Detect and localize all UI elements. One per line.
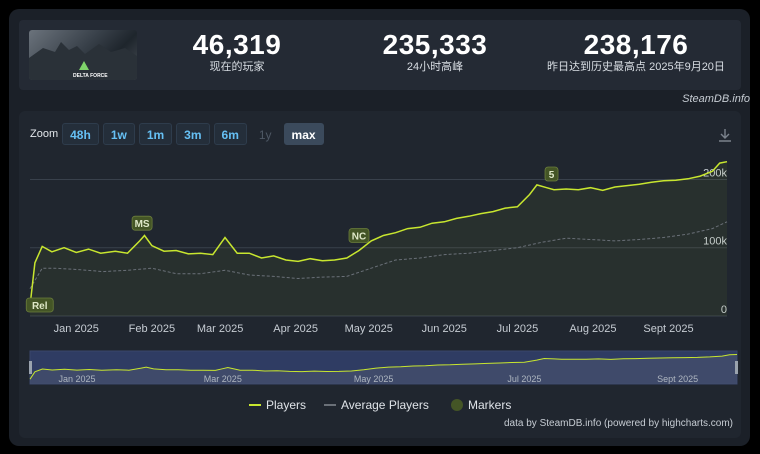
marker-badge [131, 215, 153, 231]
chart-legend: Players Average Players Markers [249, 398, 511, 412]
legend-label: Players [266, 398, 306, 412]
marker-label: 5 [549, 170, 555, 181]
average-players-series [29, 221, 728, 289]
legend-label: Average Players [341, 398, 429, 412]
navigator-tick-label: Jul 2025 [507, 374, 541, 384]
x-tick-label: Apr 2025 [273, 323, 318, 335]
navigator-tick-label: Mar 2025 [204, 374, 242, 384]
y-tick-label: 200k [703, 167, 727, 179]
navigator-area [30, 354, 737, 384]
chart-markers: Rel MS NC 5 [25, 166, 559, 313]
legend-item-average-players[interactable]: Average Players [324, 398, 429, 412]
delta-force-logo-icon [79, 61, 89, 70]
marker-label: Rel [32, 301, 48, 312]
stat-value: 238,176 [583, 29, 689, 60]
chart-panel: Zoom 48h 1w 1m 3m 6m 1y max 0 100k 200k Re… [19, 111, 741, 438]
stat-label: 现在的玩家 [209, 61, 265, 73]
marker-badge [348, 228, 370, 243]
navigator-line [29, 354, 738, 380]
navigator-tick-label: May 2025 [354, 374, 394, 384]
marker-nc[interactable]: NC [348, 228, 370, 243]
game-thumbnail-art: DELTA FORCE [29, 42, 137, 80]
marker-rel[interactable]: Rel [25, 297, 54, 313]
marker-label: NC [352, 231, 366, 242]
stat-value: 235,333 [382, 29, 488, 60]
steamdb-credit[interactable]: SteamDB.info [682, 93, 750, 105]
x-tick-label: Aug 2025 [569, 323, 616, 335]
stats-header: DELTA FORCE 46,319 现在的玩家 235,333 24小时高峰 … [19, 20, 741, 90]
x-tick-label: Jan 2025 [54, 323, 99, 335]
x-tick-label: Sept 2025 [643, 323, 693, 335]
zoom-max-button[interactable]: max [283, 123, 324, 145]
stat-label: 昨日达到历史最高点 2025年9月20日 [547, 61, 725, 73]
zoom-1w-button[interactable]: 1w [102, 123, 135, 145]
stat-label: 24小时高峰 [406, 61, 464, 73]
navigator-handle-right[interactable] [735, 361, 738, 374]
stat-24h-peak: 235,333 24小时高峰 [359, 30, 511, 74]
legend-swatch [451, 399, 463, 411]
x-tick-label: Jun 2025 [422, 323, 467, 335]
x-tick-label: May 2025 [345, 323, 393, 335]
navigator-tick-label: Sept 2025 [657, 374, 698, 384]
zoom-6m-button[interactable]: 6m [213, 123, 247, 145]
players-line [29, 160, 728, 306]
thumbnail-logo-text: DELTA FORCE [73, 73, 108, 79]
stat-current-players: 46,319 现在的玩家 [167, 30, 307, 74]
stat-value: 46,319 [192, 29, 282, 60]
x-axis-labels: Jan 2025 Feb 2025 Mar 2025 Apr 2025 May 2025… [54, 323, 694, 335]
game-thumbnail: DELTA FORCE [29, 30, 137, 80]
marker-badge [544, 166, 559, 182]
zoom-1m-button[interactable]: 1m [138, 123, 173, 145]
player-count-chart[interactable]: 0 100k 200k Rel MS NC 5 Jan 2025 Feb 2025 Mar 2… [19, 111, 741, 438]
stat-all-time-peak: 238,176 昨日达到历史最高点 2025年9月20日 [531, 30, 741, 74]
players-area [30, 161, 727, 316]
navigator-handle-left[interactable] [29, 361, 32, 374]
download-icon[interactable] [717, 127, 733, 143]
highcharts-credit[interactable]: data by SteamDB.info (powered by highcha… [504, 418, 733, 429]
zoom-48h-button[interactable]: 48h [62, 123, 99, 145]
x-tick-label: Feb 2025 [129, 323, 175, 335]
zoom-3m-button[interactable]: 3m [176, 123, 210, 145]
navigator-tick-label: Jan 2025 [58, 374, 95, 384]
legend-item-markers[interactable]: Markers [451, 398, 511, 412]
marker-label: MS [135, 219, 150, 230]
zoom-bar: Zoom 48h 1w 1m 3m 6m 1y max [30, 123, 328, 145]
marker-5[interactable]: 5 [544, 166, 559, 182]
x-tick-label: Jul 2025 [497, 323, 539, 335]
marker-ms[interactable]: MS [131, 215, 153, 231]
y-tick-label: 100k [703, 236, 727, 248]
soldier-silhouettes [29, 42, 137, 80]
marker-badge [25, 297, 54, 313]
average-players-line [29, 221, 728, 289]
y-axis-labels: 0 100k 200k [703, 167, 727, 316]
players-series [29, 160, 728, 306]
navigator[interactable]: Jan 2025 Mar 2025 May 2025 Jul 2025 Sept 202… [29, 350, 738, 385]
legend-label: Markers [468, 398, 511, 412]
legend-item-players[interactable]: Players [249, 398, 306, 412]
players-area-fill [30, 161, 727, 316]
chart-grid [30, 178, 727, 317]
x-tick-label: Mar 2025 [197, 323, 243, 335]
y-tick-label: 0 [721, 304, 727, 316]
zoom-1y-button: 1y [258, 128, 272, 142]
zoom-label: Zoom [30, 128, 59, 140]
